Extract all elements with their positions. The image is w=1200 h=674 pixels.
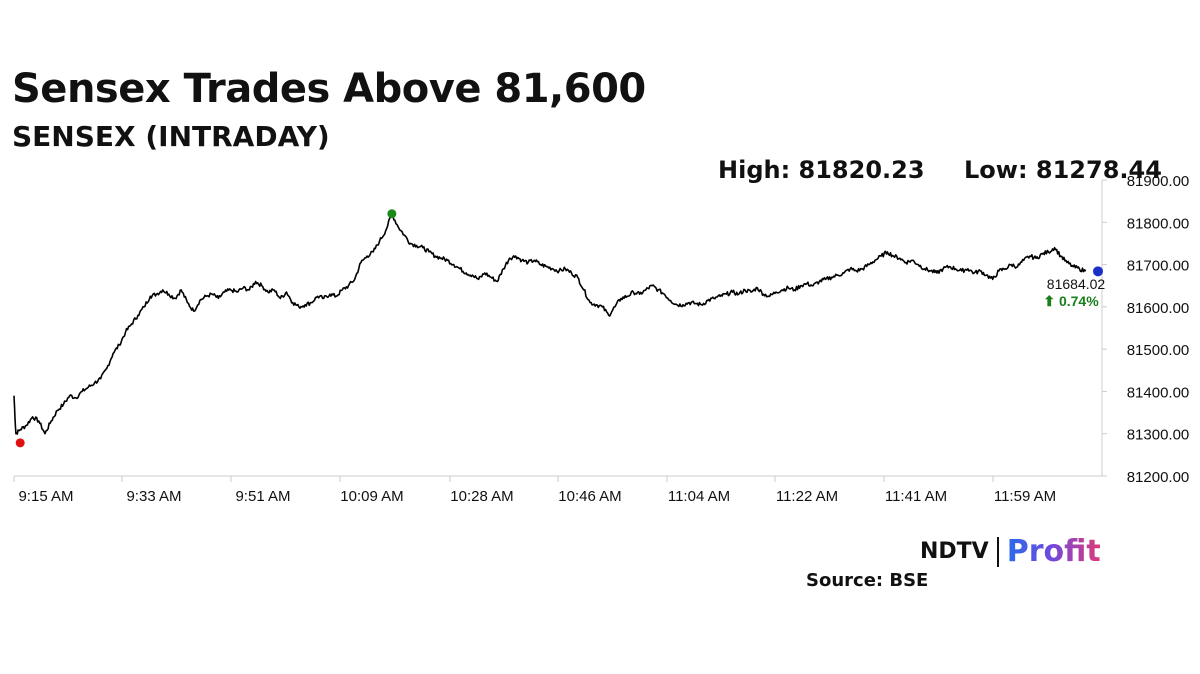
logo-ndtv: NDTV <box>920 539 989 564</box>
y-tick-label: 81800.00 <box>1127 215 1190 232</box>
high-value: High: 81820.23 <box>718 156 925 184</box>
x-axis-labels: 9:15 AM 9:33 AM 9:51 AM 10:09 AM 10:28 AM 10:… <box>18 488 1056 505</box>
x-tick-label: 10:28 AM <box>450 488 513 505</box>
last-price-marker <box>1093 266 1103 277</box>
y-tick-label: 81500.00 <box>1127 342 1190 359</box>
chart-title: Sensex Trades Above 81,600 <box>12 66 646 112</box>
x-tick-label: 10:46 AM <box>558 488 621 505</box>
y-axis-labels: 81900.00 81800.00 81700.00 81600.00 81500.00… <box>1127 173 1190 486</box>
y-tick-label: 81400.00 <box>1127 384 1190 401</box>
ndtv-profit-logo: NDTV Profit <box>920 534 1101 569</box>
x-tick-label: 10:09 AM <box>340 488 403 505</box>
x-tick-label: 11:41 AM <box>885 488 947 505</box>
x-tick-label: 9:33 AM <box>126 488 181 505</box>
high-marker <box>387 209 397 219</box>
chart-subtitle: SENSEX (INTRADAY) <box>12 120 330 153</box>
x-tick-label: 9:15 AM <box>18 488 73 505</box>
low-value: Low: 81278.44 <box>964 156 1162 184</box>
y-tick-label: 81900.00 <box>1127 173 1190 190</box>
change-label: ⬆ 0.74% <box>1043 293 1099 309</box>
logo-profit: Profit <box>1006 534 1101 569</box>
last-price-label: 81684.02 <box>1047 276 1106 292</box>
x-tick-label: 11:22 AM <box>776 488 838 505</box>
x-tick-label: 9:51 AM <box>235 488 290 505</box>
source-label: Source: BSE <box>806 570 929 591</box>
y-tick-label: 81600.00 <box>1127 300 1190 317</box>
price-line <box>13 212 1087 435</box>
x-tick-label: 11:04 AM <box>668 488 730 505</box>
chart-axes <box>13 179 1107 482</box>
low-marker <box>15 438 25 448</box>
x-tick-label: 11:59 AM <box>994 488 1056 505</box>
y-tick-label: 81200.00 <box>1127 469 1190 486</box>
y-tick-label: 81300.00 <box>1127 427 1190 444</box>
logo-divider <box>996 536 999 567</box>
y-tick-label: 81700.00 <box>1127 258 1190 275</box>
